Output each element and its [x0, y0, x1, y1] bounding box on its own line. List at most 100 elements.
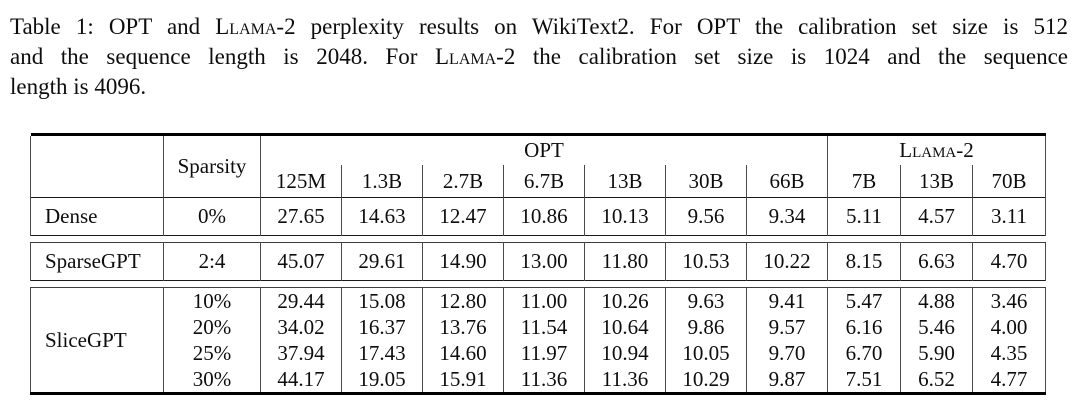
- rule-line: [30, 197, 1046, 198]
- results-table: Sparsity OPT Llama-2 125M 1.3B 2.7B 6.7B 13B 30B…: [30, 133, 1046, 396]
- value-cell: 4.70: [972, 242, 1046, 281]
- value-cell: 16.37: [341, 314, 423, 340]
- table-row: Dense 0% 27.65 14.63 12.47 10.86 10.13 9.56 9.34…: [30, 198, 1046, 236]
- rule-section-divider: [30, 280, 1046, 288]
- size-header-cell: 125M: [260, 165, 342, 198]
- table-row: 20% 34.02 16.37 13.76 11.54 10.64 9.86 9.57 6.16…: [31, 314, 1046, 340]
- value-cell: 27.65: [260, 198, 342, 236]
- value-cell: 6.63: [900, 242, 973, 281]
- rule-section-divider: [30, 235, 1046, 243]
- value-cell: 10.22: [746, 242, 828, 281]
- value-cell: 6.52: [900, 366, 973, 394]
- sparsity-cell: 20%: [163, 314, 261, 340]
- value-cell: 10.64: [584, 314, 666, 340]
- caption-line: Table 1: OPT and Llama-2 perplexity resu…: [10, 12, 1068, 42]
- size-header-cell: 30B: [665, 165, 747, 198]
- group-header-label: OPT: [524, 138, 564, 162]
- value-cell: 5.46: [900, 314, 973, 340]
- value-cell: 12.80: [422, 287, 504, 314]
- header-row-sizes: 125M 1.3B 2.7B 6.7B 13B 30B 66B 7B 13B 70B: [31, 165, 1046, 198]
- caption-line: and the sequence length is 2048. For Lla…: [10, 42, 1068, 72]
- value-cell: 4.88: [900, 287, 973, 314]
- rule-line: [30, 133, 1046, 137]
- value-cell: 9.87: [746, 366, 828, 394]
- value-cell: 29.44: [260, 287, 342, 314]
- sparsity-cell: 25%: [163, 340, 261, 366]
- value-cell: 5.47: [827, 287, 901, 314]
- value-cell: 5.90: [900, 340, 973, 366]
- caption-text: length is 4096.: [10, 74, 147, 99]
- header-cell-sparsity: Sparsity: [163, 136, 261, 198]
- table-row: SparseGPT 2:4 45.07 29.61 14.90 13.00 11.80 10.…: [30, 242, 1046, 281]
- rule-bottom: [30, 392, 1046, 396]
- sparsity-cell: 10%: [163, 287, 261, 314]
- caption-text: Table 1: OPT and: [10, 14, 216, 39]
- value-cell: 10.13: [584, 198, 666, 236]
- table-row: 30% 44.17 19.05 15.91 11.36 11.36 10.29 9.87 7.5…: [31, 366, 1046, 394]
- value-cell: 10.86: [503, 198, 585, 236]
- value-cell: 37.94: [260, 340, 342, 366]
- value-cell: 4.00: [972, 314, 1046, 340]
- value-cell: 9.56: [665, 198, 747, 236]
- group-header-opt: OPT: [260, 136, 828, 165]
- value-cell: 29.61: [341, 242, 423, 281]
- value-cell: 9.57: [746, 314, 828, 340]
- value-cell: 13.00: [503, 242, 585, 281]
- group-header-label: Llama-2: [899, 138, 974, 162]
- value-cell: 10.94: [584, 340, 666, 366]
- value-cell: 3.46: [972, 287, 1046, 314]
- value-cell: 15.91: [422, 366, 504, 394]
- method-header-blank: [30, 136, 164, 198]
- value-cell: 11.54: [503, 314, 585, 340]
- rule-top: [30, 133, 1046, 137]
- caption-smallcaps-text: Llama-2: [435, 44, 516, 69]
- value-cell: 6.16: [827, 314, 901, 340]
- value-cell: 9.63: [665, 287, 747, 314]
- value-cell: 6.70: [827, 340, 901, 366]
- value-cell: 11.80: [584, 242, 666, 281]
- value-cell: 5.11: [827, 198, 901, 236]
- value-cell: 17.43: [341, 340, 423, 366]
- size-header-cell: 7B: [827, 165, 901, 198]
- value-cell: 10.53: [665, 242, 747, 281]
- group-header-llama2: Llama-2: [827, 136, 1046, 165]
- value-cell: 8.15: [827, 242, 901, 281]
- sparsity-cell: 2:4: [163, 242, 261, 281]
- value-cell: 4.35: [972, 340, 1046, 366]
- size-header-cell: 66B: [746, 165, 828, 198]
- method-cell: SparseGPT: [30, 242, 164, 281]
- value-cell: 13.76: [422, 314, 504, 340]
- value-cell: 9.41: [746, 287, 828, 314]
- value-cell: 19.05: [341, 366, 423, 394]
- results-table-body: Sparsity OPT Llama-2 125M 1.3B 2.7B 6.7B 13B 30B…: [30, 133, 1046, 396]
- value-cell: 45.07: [260, 242, 342, 281]
- rule-under-header: [30, 197, 1046, 198]
- value-cell: 10.05: [665, 340, 747, 366]
- size-header-cell: 2.7B: [422, 165, 504, 198]
- value-cell: 11.00: [503, 287, 585, 314]
- method-cell: SliceGPT: [30, 287, 164, 394]
- table-row: SliceGPT 10% 29.44 15.08 12.80 11.00 10.26 9.63…: [30, 287, 1046, 394]
- caption-text: perplexity results on WikiText2. For OPT…: [295, 14, 1068, 39]
- caption-line: length is 4096.: [10, 72, 1068, 102]
- value-cell: 14.90: [422, 242, 504, 281]
- value-cell: 11.36: [503, 366, 585, 394]
- value-cell: 4.77: [972, 366, 1046, 394]
- sparsity-cell: 0%: [163, 198, 261, 236]
- size-header-cell: 1.3B: [341, 165, 423, 198]
- caption-text: the calibration set size is 1024 and the…: [515, 44, 1068, 69]
- table-caption: Table 1: OPT and Llama-2 perplexity resu…: [10, 12, 1068, 102]
- value-cell: 9.86: [665, 314, 747, 340]
- rule-line: [30, 392, 1046, 396]
- table-row: 25% 37.94 17.43 14.60 11.97 10.94 10.05 9.70 6.7…: [31, 340, 1046, 366]
- value-cell: 7.51: [827, 366, 901, 394]
- size-header-cell: 6.7B: [503, 165, 585, 198]
- value-cell: 15.08: [341, 287, 423, 314]
- value-cell: 10.26: [584, 287, 666, 314]
- value-cell: 44.17: [260, 366, 342, 394]
- rule-line: [30, 280, 1046, 288]
- rule-line: [30, 235, 1046, 243]
- sparsity-cell: 30%: [163, 366, 261, 394]
- caption-smallcaps-text: Llama-2: [215, 14, 296, 39]
- header-row-groups: Sparsity OPT Llama-2: [30, 136, 1046, 198]
